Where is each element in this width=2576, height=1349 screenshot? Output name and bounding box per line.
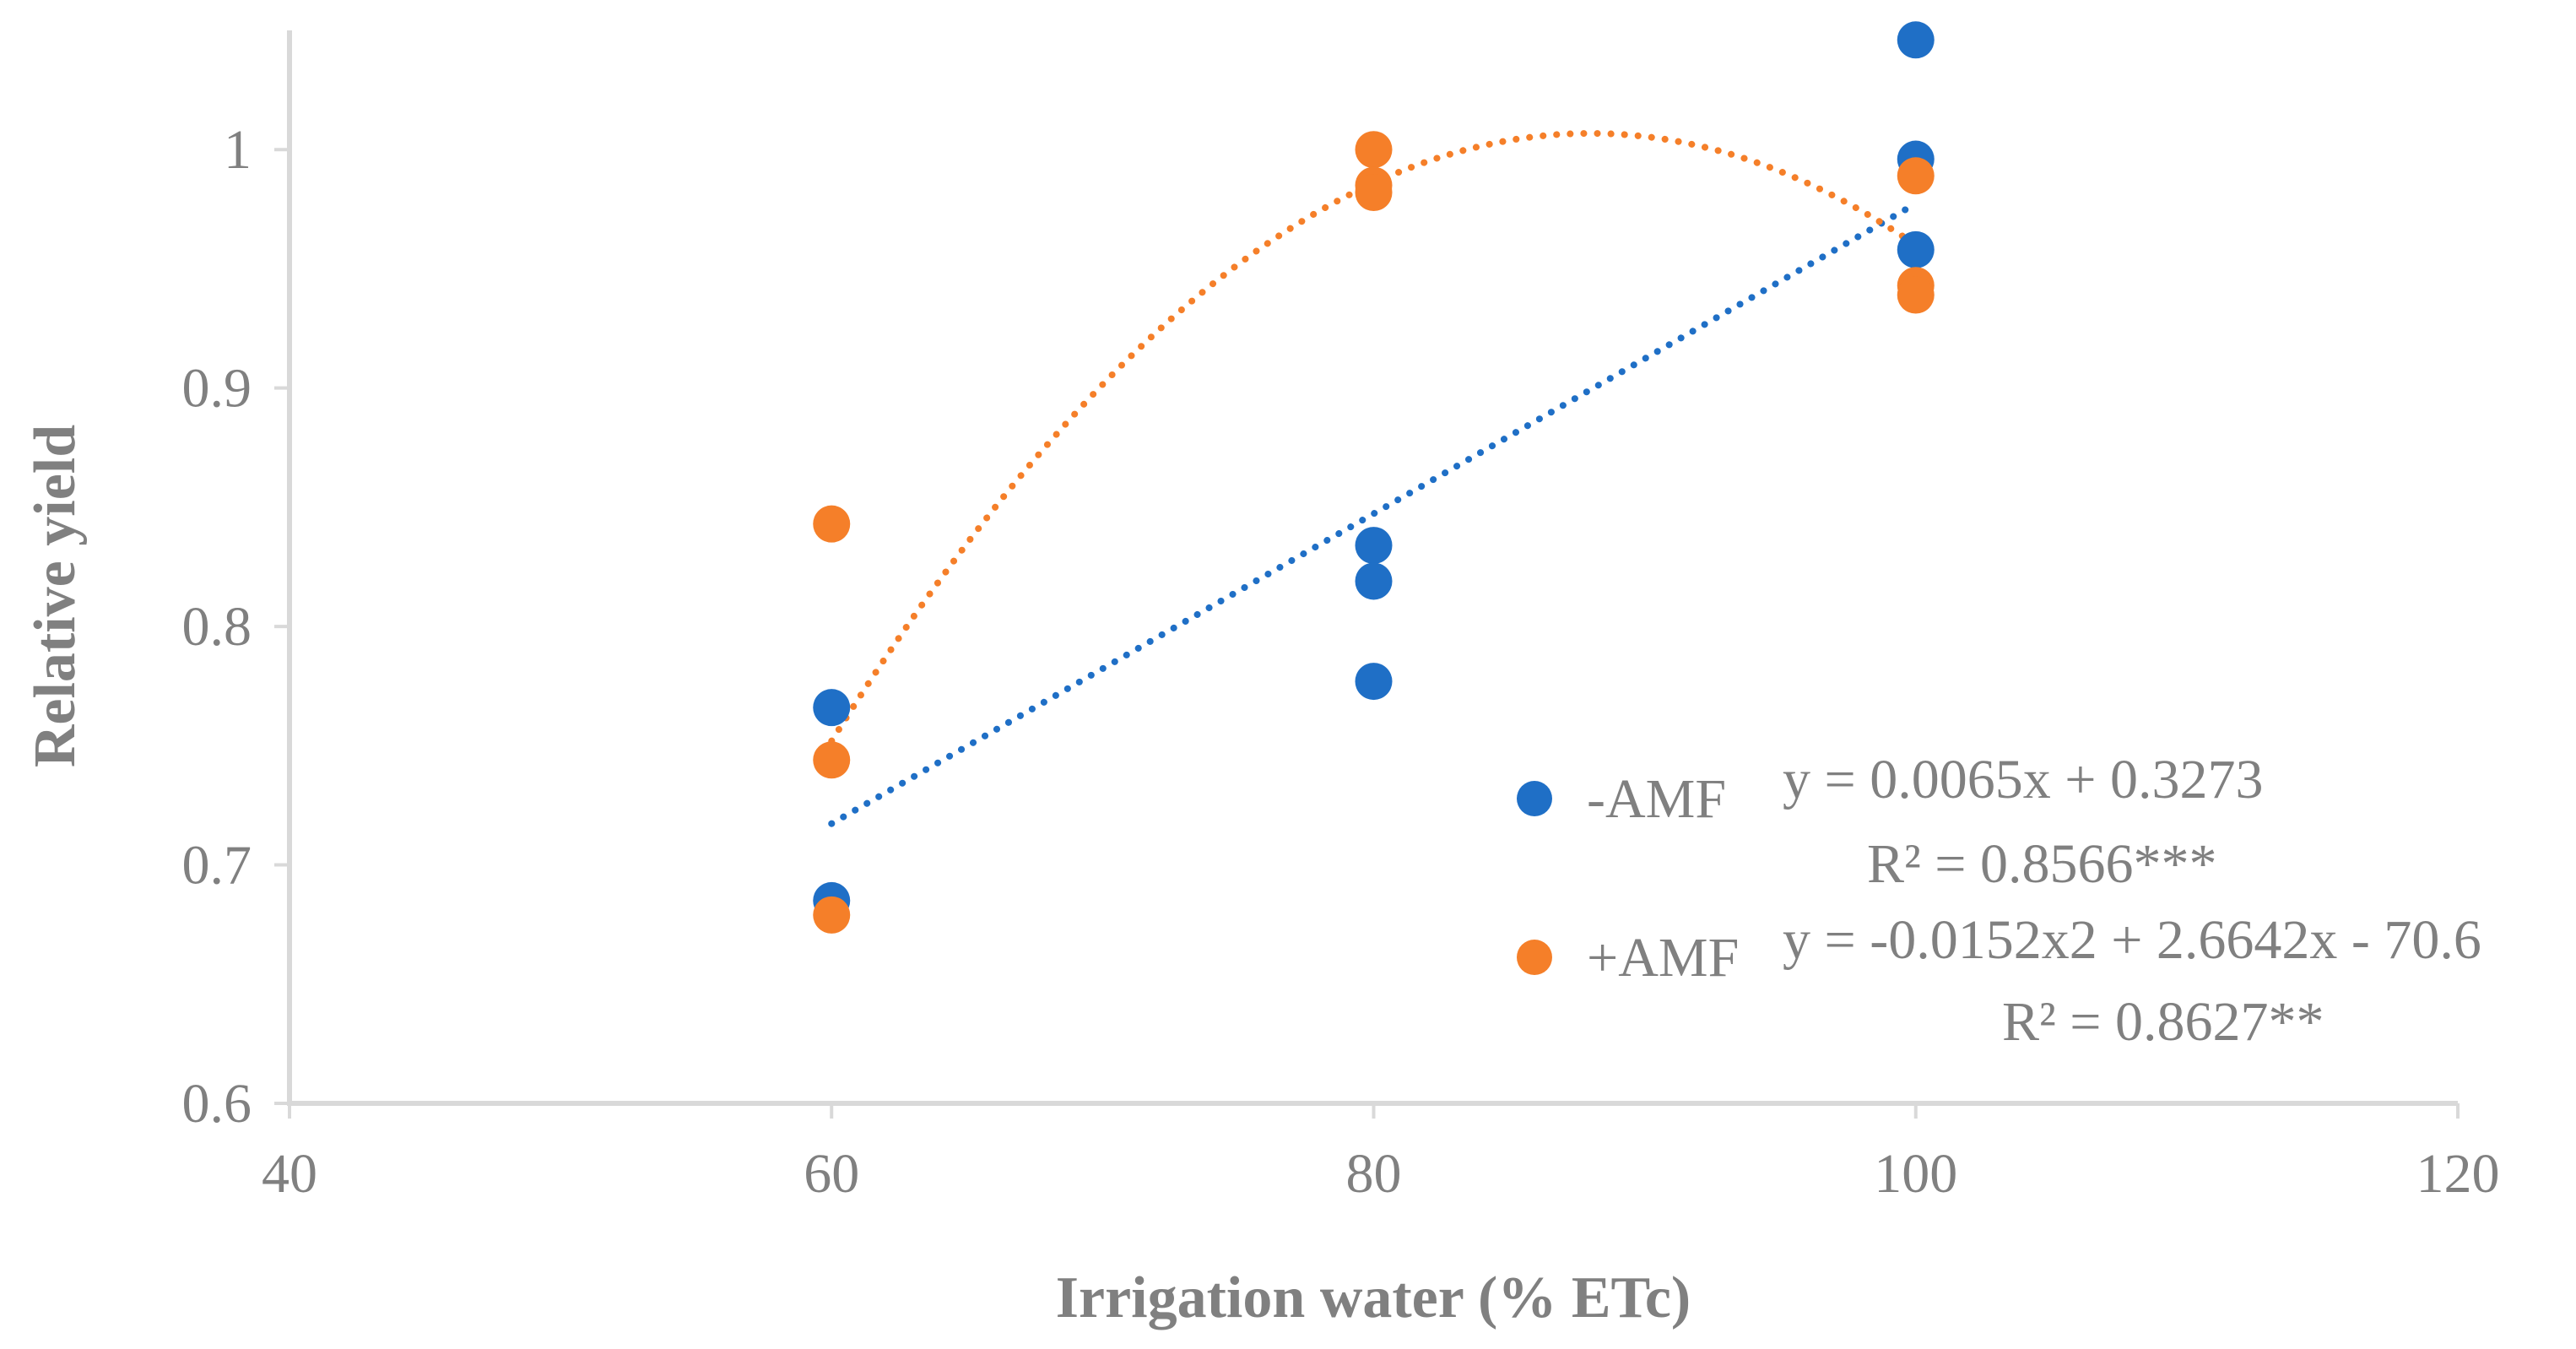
point-plus-amf <box>813 505 851 543</box>
legend-label-minus-amf: -AMF <box>1587 768 1726 830</box>
trendline-minus-amf <box>828 200 1919 827</box>
y-axis-title: Relative yield <box>23 425 88 767</box>
x-tick-label: 120 <box>2416 1143 2500 1205</box>
point-plus-amf <box>813 896 851 934</box>
point-minus-amf <box>1897 230 1935 268</box>
x-tick-label: 60 <box>804 1143 859 1205</box>
legend-marker-minus-amf <box>1517 781 1552 816</box>
point-plus-amf <box>813 741 851 779</box>
legend: -AMF y = 0.0065x + 0.3273 R² = 0.8566***… <box>1517 749 2481 1053</box>
x-tick-label: 100 <box>1874 1143 1957 1205</box>
x-tick-label: 40 <box>262 1143 317 1205</box>
point-minus-amf <box>1355 562 1393 600</box>
point-plus-amf <box>1897 276 1935 314</box>
point-minus-amf <box>813 689 851 727</box>
r2-label-plus-amf: R² = 0.8627** <box>2002 991 2324 1053</box>
legend-marker-plus-amf <box>1517 940 1552 975</box>
x-tick-label: 80 <box>1346 1143 1402 1205</box>
point-minus-amf <box>1897 21 1935 59</box>
equation-label-minus-amf: y = 0.0065x + 0.3273 <box>1783 749 2263 810</box>
data-points <box>813 21 1935 934</box>
trendlines <box>828 129 1919 827</box>
y-axis-ticks: 0.6 0.7 0.8 0.9 1 <box>182 119 290 1135</box>
x-axis-ticks: 40 60 80 100 120 <box>262 1103 2500 1205</box>
point-minus-amf <box>1355 663 1393 701</box>
point-plus-amf <box>1355 131 1393 169</box>
y-tick-label: 0.9 <box>182 358 252 420</box>
r2-label-minus-amf: R² = 0.8566*** <box>1867 833 2217 895</box>
y-tick-label: 0.7 <box>182 835 252 897</box>
equation-label-plus-amf: y = -0.0152x2 + 2.6642x - 70.6 <box>1783 909 2481 971</box>
trendline-plus-amf <box>828 129 1919 745</box>
y-tick-label: 0.6 <box>182 1073 252 1135</box>
y-tick-label: 1 <box>224 119 252 181</box>
x-axis-title: Irrigation water (% ETc) <box>1056 1265 1691 1330</box>
point-plus-amf <box>1897 157 1935 195</box>
point-plus-amf <box>1355 174 1393 212</box>
legend-label-plus-amf: +AMF <box>1587 927 1739 989</box>
y-tick-label: 0.8 <box>182 596 252 658</box>
point-minus-amf <box>1355 527 1393 565</box>
